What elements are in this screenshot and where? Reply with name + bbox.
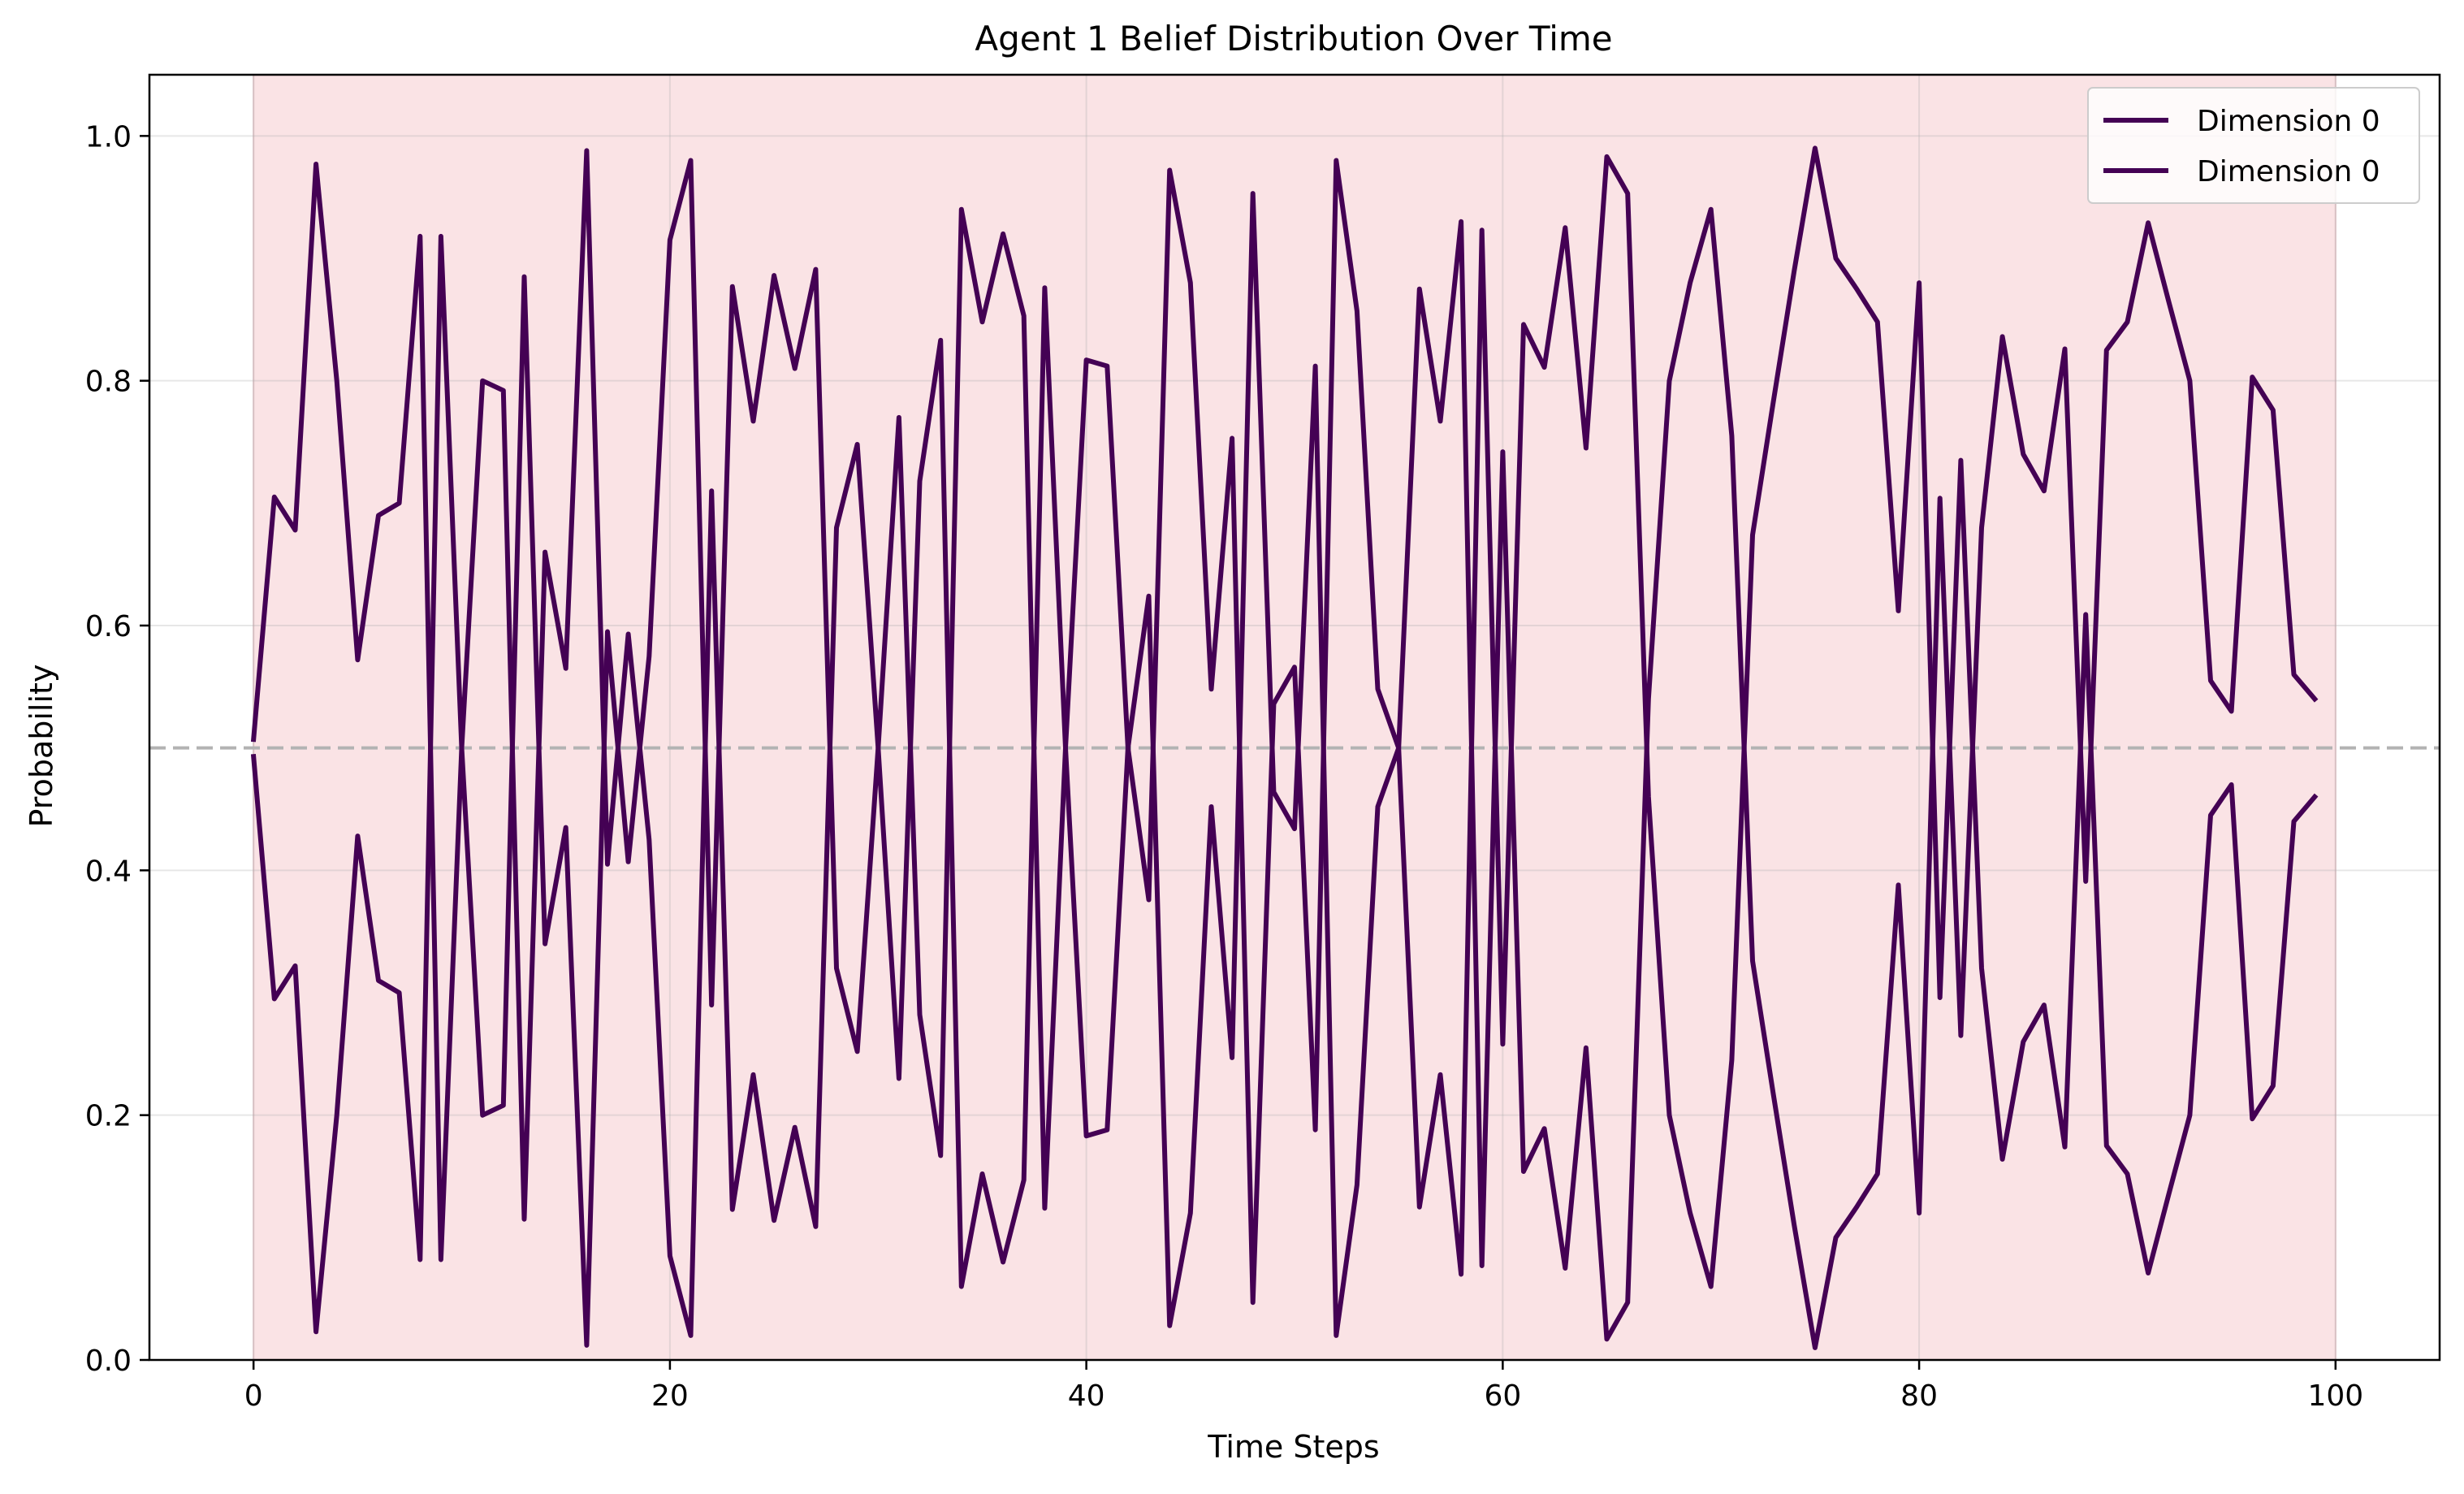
y-tick-label-3: 0.6 bbox=[85, 610, 132, 643]
chart-title: Agent 1 Belief Distribution Over Time bbox=[975, 19, 1612, 58]
x-tick-label-5: 100 bbox=[2307, 1379, 2363, 1413]
y-tick-label-4: 0.8 bbox=[85, 366, 132, 399]
legend-label-series-2: Dimension 0 bbox=[2197, 155, 2380, 188]
plot-frame bbox=[148, 73, 2441, 1362]
series-line-2 bbox=[250, 145, 2319, 1348]
legend: Dimension 0 Dimension 0 bbox=[2087, 87, 2420, 204]
series-line-1 bbox=[250, 148, 2319, 1350]
x-tick-label-4: 80 bbox=[1900, 1379, 1938, 1413]
legend-box bbox=[2087, 87, 2420, 204]
y-tick-label-2: 0.4 bbox=[85, 855, 132, 888]
legend-label-series-1: Dimension 0 bbox=[2197, 105, 2380, 138]
x-tick-label-2: 40 bbox=[1068, 1379, 1105, 1413]
y-tick-label-1: 0.2 bbox=[85, 1100, 132, 1133]
y-axis-label: Probability bbox=[24, 665, 59, 828]
y-tick-label-5: 1.0 bbox=[85, 120, 132, 154]
x-tick-label-1: 20 bbox=[651, 1379, 689, 1413]
x-tick-label-3: 60 bbox=[1484, 1379, 1521, 1413]
x-axis-label: Time Steps bbox=[1207, 1429, 1379, 1465]
x-tick-label-0: 0 bbox=[244, 1379, 263, 1413]
y-tick-label-0: 0.0 bbox=[85, 1345, 132, 1378]
